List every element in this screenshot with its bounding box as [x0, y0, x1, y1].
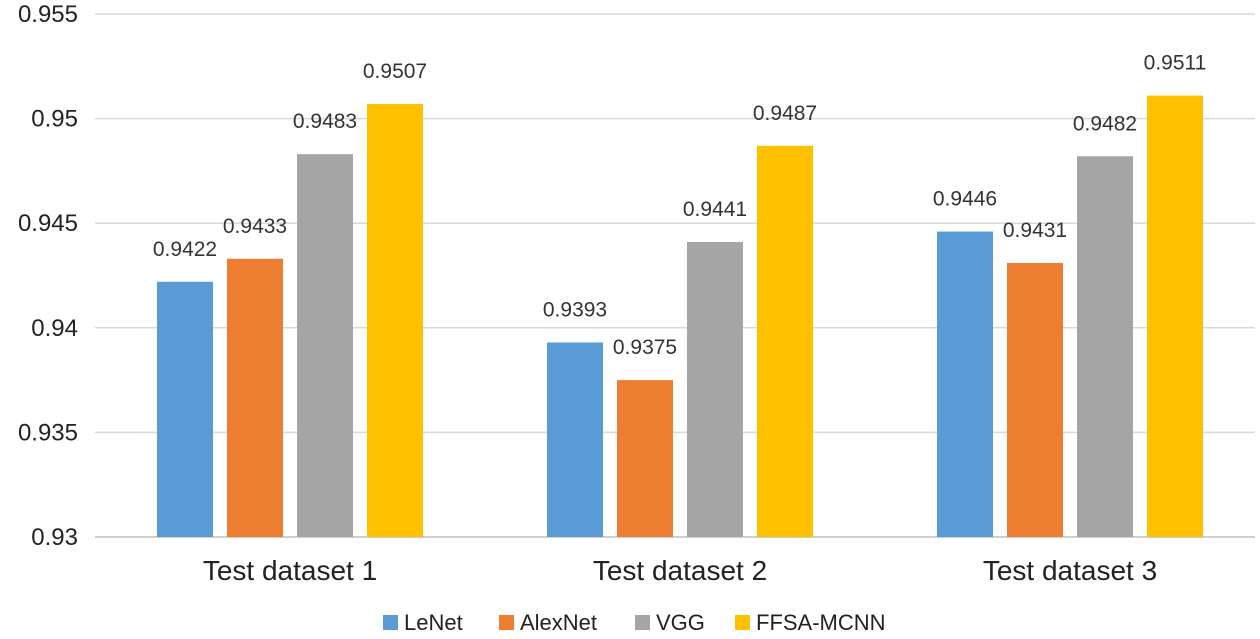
y-tick-label: 0.94 [31, 315, 78, 342]
data-label: 0.9507 [363, 60, 427, 83]
bar-lenet-2 [547, 342, 603, 537]
x-category-label: Test dataset 1 [203, 555, 377, 586]
bar-vgg-3 [1077, 156, 1133, 538]
bar-vgg-2 [687, 242, 743, 537]
data-label: 0.9375 [613, 336, 677, 359]
bars [157, 95, 1203, 538]
data-label: 0.9441 [683, 198, 747, 221]
legend-swatch [735, 615, 750, 630]
data-label: 0.9393 [543, 298, 607, 321]
y-tick-label: 0.955 [18, 1, 78, 28]
data-labels: 0.9422 0.9433 0.9483 0.9507 0.9393 0.9375 0.94… [153, 52, 1206, 360]
data-label: 0.9446 [933, 188, 997, 211]
x-category-label: Test dataset 2 [593, 555, 767, 586]
legend-label: VGG [656, 610, 705, 635]
legend-swatch [383, 615, 398, 630]
legend-swatch [635, 615, 650, 630]
legend-label: LeNet [404, 610, 463, 635]
bar-alexnet-1 [227, 258, 283, 537]
data-label: 0.9433 [223, 215, 287, 238]
bar-lenet-3 [937, 231, 993, 537]
data-label: 0.9422 [153, 238, 217, 261]
legend-label: AlexNet [520, 610, 597, 635]
bar-ffsa-mcnn-3 [1147, 95, 1203, 537]
legend: LeNet AlexNet VGG FFSA-MCNN [383, 610, 886, 635]
y-tick-label: 0.93 [31, 524, 78, 551]
bar-ffsa-mcnn-2 [757, 145, 813, 537]
legend-label: FFSA-MCNN [756, 610, 886, 635]
data-label: 0.9511 [1144, 52, 1207, 75]
bar-alexnet-3 [1007, 262, 1063, 537]
bar-ffsa-mcnn-1 [367, 103, 423, 538]
data-label: 0.9483 [293, 110, 357, 133]
legend-swatch [499, 615, 514, 630]
x-category-label: Test dataset 3 [983, 555, 1157, 586]
data-label: 0.9487 [753, 102, 817, 125]
bar-alexnet-2 [617, 380, 673, 537]
y-tick-label: 0.95 [31, 106, 78, 133]
y-tick-label: 0.935 [18, 419, 78, 446]
x-axis-category-labels: Test dataset 1 Test dataset 2 Test dataset… [203, 555, 1157, 586]
data-label: 0.9431 [1003, 219, 1067, 242]
bar-vgg-1 [297, 154, 353, 537]
y-tick-label: 0.945 [18, 210, 78, 237]
data-label: 0.9482 [1073, 112, 1137, 135]
bar-lenet-1 [157, 281, 213, 537]
y-axis-tick-labels: 0.93 0.935 0.94 0.945 0.95 0.955 [18, 1, 78, 551]
